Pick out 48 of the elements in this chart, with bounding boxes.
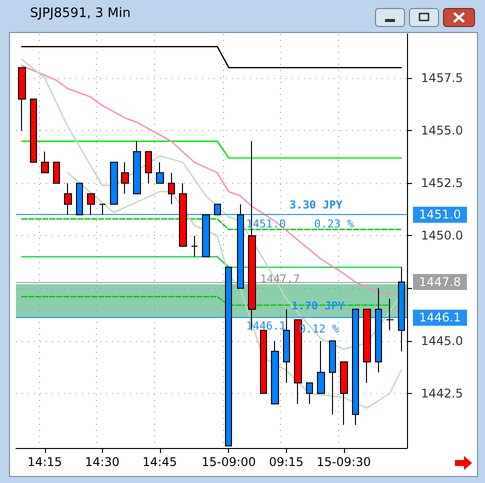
y-tick-label: 1445.0 — [421, 334, 463, 348]
candlestick — [386, 298, 394, 331]
candlestick — [133, 140, 141, 194]
candlestick — [87, 193, 95, 216]
candlestick — [260, 330, 267, 394]
candlestick — [202, 214, 210, 258]
candlestick — [64, 182, 72, 216]
candlestick — [363, 308, 371, 384]
annotation: 3.30 JPY — [290, 198, 343, 212]
candlestick — [110, 162, 118, 205]
candlestick — [99, 204, 106, 216]
candlestick — [352, 308, 359, 426]
candlestick — [168, 172, 175, 205]
x-tick-label: 15-09:00 — [202, 455, 256, 469]
candlestick — [41, 151, 49, 174]
candlestick — [30, 98, 37, 163]
y-tick-label: 1450.0 — [421, 228, 463, 243]
chart-title: SJPJ8591, 3 Min — [30, 6, 131, 21]
candlestick — [191, 235, 198, 258]
x-tick-label: 15-09:30 — [316, 455, 371, 469]
y-tick-label: 1442.5 — [421, 386, 463, 400]
candlestick — [329, 340, 336, 415]
candlestick — [214, 204, 221, 216]
candlestick — [317, 340, 325, 394]
candlestick — [179, 182, 187, 247]
x-tick-label: 14:15 — [27, 455, 62, 469]
candlestick — [53, 162, 60, 184]
candlestick — [145, 151, 152, 184]
candlestick — [18, 67, 26, 132]
candlestick — [237, 204, 244, 289]
y-tick-label: 1452.5 — [421, 176, 463, 190]
candlestick — [340, 361, 348, 426]
candlestick — [121, 162, 129, 194]
x-tick-label: 14:45 — [142, 455, 178, 469]
candlestick — [375, 288, 382, 373]
ref-line-label: 1446.1 — [419, 310, 461, 325]
y-tick-label: 1455.0 — [421, 124, 463, 138]
annotation: 0.23 % — [314, 218, 354, 230]
candlestick — [398, 266, 405, 352]
candlestick — [306, 382, 313, 404]
ref-line-label: 1451.0 — [419, 208, 461, 222]
candlestick — [76, 182, 83, 216]
x-tick-label: 14:30 — [84, 455, 120, 469]
y-tick-label: 1457.5 — [421, 71, 463, 86]
candlestick — [156, 162, 164, 184]
x-tick-label: 09:15 — [268, 455, 304, 469]
candlestick — [271, 340, 279, 404]
ref-line-label: 1447.8 — [419, 274, 461, 289]
